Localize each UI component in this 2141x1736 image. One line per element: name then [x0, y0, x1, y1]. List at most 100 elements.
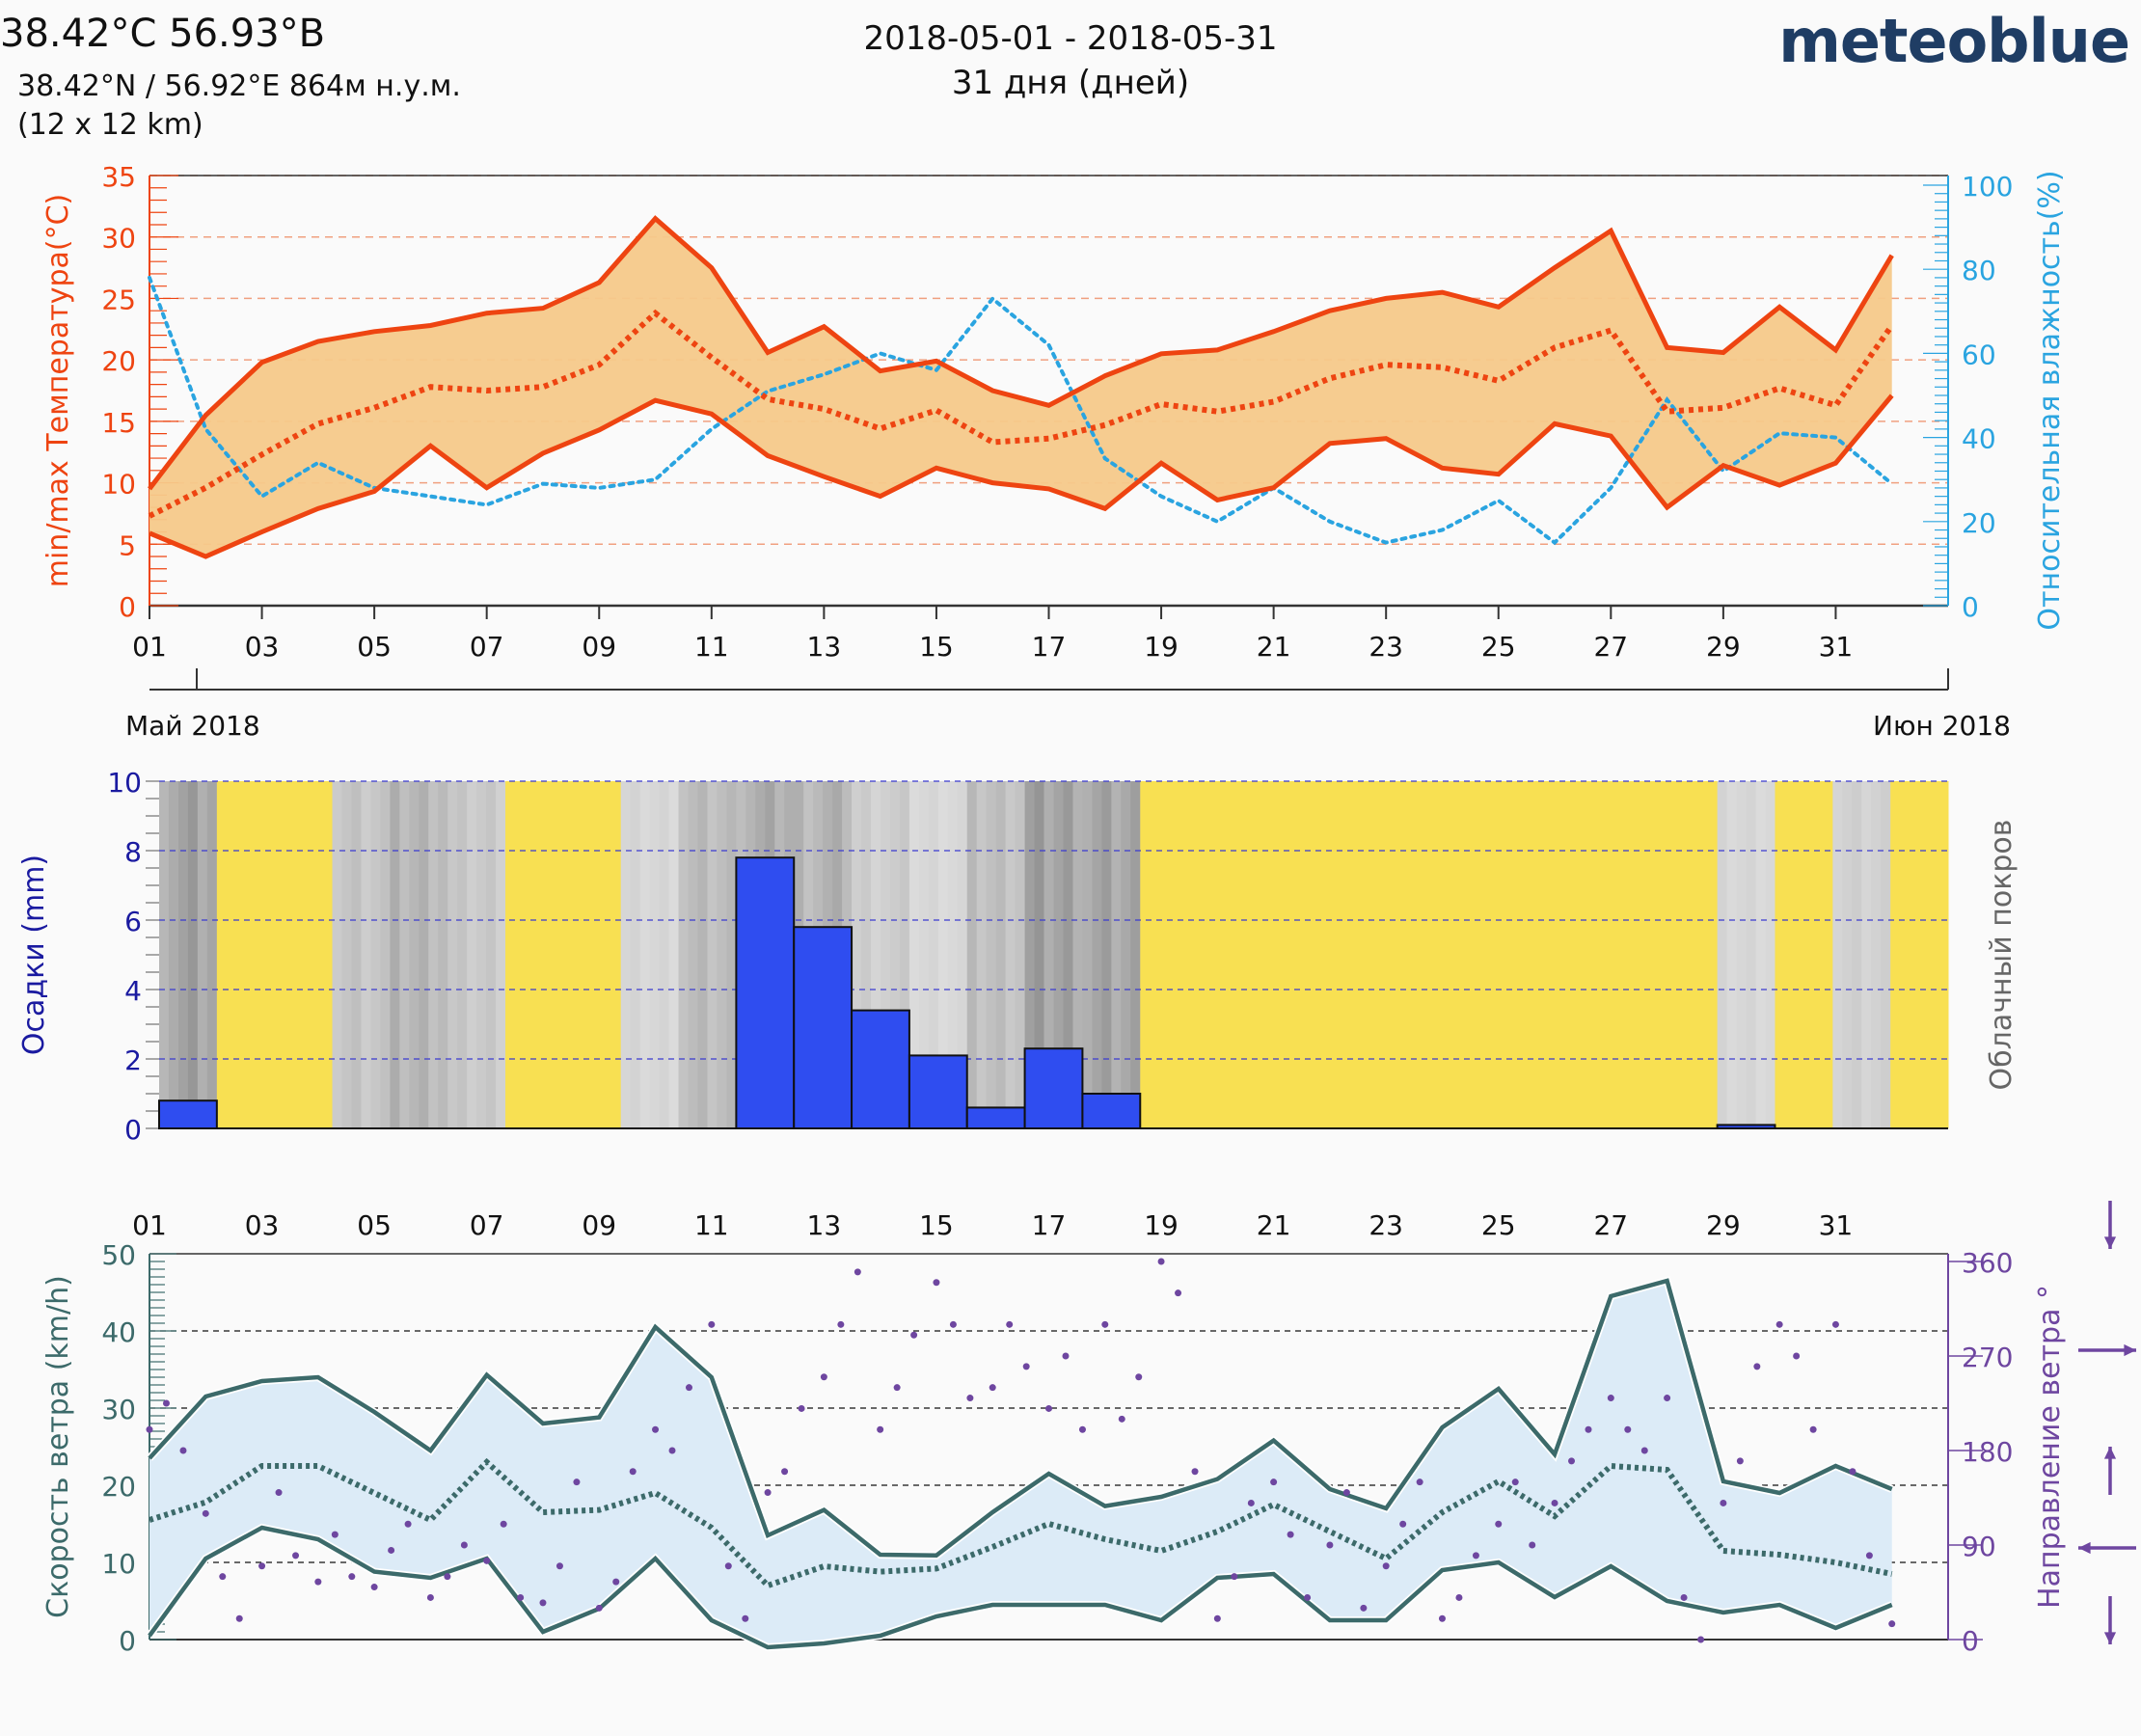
cloud-cover-stripe	[159, 781, 170, 1128]
temp-x-tick-label: 09	[582, 631, 616, 663]
cloud-cover-stripe	[668, 781, 680, 1128]
temp-x-tick-label: 03	[245, 631, 280, 663]
cloud-cover-stripe	[1419, 781, 1429, 1128]
month-label-start: Май 2018	[125, 710, 260, 742]
cloud-cover-stripe	[303, 781, 314, 1128]
cloud-cover-stripe	[1053, 781, 1064, 1128]
precip-bar	[851, 1009, 910, 1129]
wind-x-tick-label: 05	[357, 1209, 392, 1241]
wind-direction-point	[1231, 1573, 1238, 1581]
cloud-cover-stripe	[524, 781, 535, 1128]
temp-tick-label: 25	[101, 284, 136, 315]
cloud-cover-stripe	[697, 781, 708, 1128]
temp-x-tick-label: 25	[1481, 631, 1516, 663]
wind-direction-point	[1438, 1614, 1446, 1622]
wind-direction-point	[1191, 1468, 1199, 1476]
wind-direction-point	[1416, 1478, 1423, 1486]
wind-direction-point	[573, 1478, 581, 1486]
cloud-cover-stripe	[1852, 781, 1862, 1128]
arrow-down-icon-head	[2103, 1236, 2117, 1249]
wind-x-tick-label: 11	[694, 1209, 729, 1241]
precip-bar	[793, 926, 854, 1130]
cloud-cover-stripe	[1726, 781, 1738, 1128]
wind-direction-point	[798, 1404, 805, 1412]
cloud-cover-stripe	[264, 781, 276, 1128]
direction-tick-label: 90	[1962, 1531, 1996, 1562]
precip-bar	[965, 1106, 1026, 1130]
meteoblue-logo[interactable]: meteoblue	[1778, 6, 2130, 76]
cloud-cover-stripe	[1245, 781, 1257, 1128]
cloud-cover-stripe	[341, 781, 352, 1128]
direction-tick-label: 180	[1962, 1436, 2013, 1468]
cloud-cover-stripe	[1611, 781, 1622, 1128]
cloud-cover-stripe	[235, 781, 247, 1128]
precip-tick-label: 4	[124, 975, 142, 1007]
wind-direction-point	[1287, 1531, 1294, 1538]
wind-direction-point	[314, 1578, 322, 1586]
wind-direction-point	[1888, 1620, 1896, 1628]
cloud-cover-stripe	[457, 781, 468, 1128]
cloud-cover-stripe	[293, 781, 305, 1128]
cloud-cover-stripe	[1591, 781, 1603, 1128]
wind-direction-point	[949, 1320, 957, 1328]
wind-direction-point	[1175, 1289, 1182, 1297]
wind-direction-point	[1831, 1320, 1839, 1328]
cloud-cover-stripe	[351, 781, 362, 1128]
cloud-cover-stripe	[1842, 781, 1853, 1128]
wind-direction-point	[1360, 1604, 1368, 1612]
cloud-cover-stripe	[995, 781, 1007, 1128]
cloud-cover-stripe	[639, 781, 651, 1128]
cloud-cover-stripe	[1496, 781, 1506, 1128]
cloud-cover-stripe	[1630, 781, 1641, 1128]
cloud-axis-title: Облачный покров	[1985, 820, 2019, 1091]
cloud-cover-stripe	[419, 781, 429, 1128]
wind-direction-point	[1247, 1499, 1255, 1506]
temp-tick-label: 30	[101, 223, 136, 255]
cloud-cover-stripe	[610, 781, 622, 1128]
cloud-cover-stripe	[726, 781, 737, 1128]
wind-direction-point	[837, 1320, 845, 1328]
cloud-cover-stripe	[409, 781, 420, 1128]
wind-direction-point	[1455, 1593, 1463, 1601]
wind-x-tick-label: 17	[1032, 1209, 1067, 1241]
cloud-cover-stripe	[1438, 781, 1449, 1128]
cloud-cover-stripe	[1390, 781, 1401, 1128]
humidity-tick-label: 100	[1962, 171, 2013, 203]
cloud-cover-stripe	[582, 781, 593, 1128]
cloud-cover-stripe	[1351, 781, 1363, 1128]
wind-direction-point	[1213, 1614, 1221, 1622]
cloud-cover-stripe	[1024, 781, 1036, 1128]
cloud-cover-stripe	[1274, 781, 1286, 1128]
wind-tick-label: 10	[101, 1548, 136, 1580]
wind-direction-point	[1736, 1457, 1744, 1465]
cloud-cover-stripe	[1235, 781, 1247, 1128]
cloud-cover-stripe	[1179, 781, 1189, 1128]
cloud-cover-stripe	[880, 781, 891, 1128]
cloud-cover-stripe	[659, 781, 670, 1128]
cloud-cover-stripe	[428, 781, 439, 1128]
cloud-cover-stripe	[197, 781, 208, 1128]
cloud-cover-stripe	[1929, 781, 1939, 1128]
cloud-cover-stripe	[1227, 781, 1237, 1128]
cloud-cover-stripe	[1697, 781, 1709, 1128]
wind-direction-point	[517, 1593, 525, 1601]
wind-direction-point	[388, 1546, 395, 1554]
cloud-cover-stripe	[177, 781, 189, 1128]
wind-direction-point	[1865, 1552, 1873, 1560]
cloud-cover-stripe	[937, 781, 949, 1128]
cloud-cover-stripe	[678, 781, 690, 1128]
cloud-cover-stripe	[447, 781, 458, 1128]
cloud-cover-stripe	[1688, 781, 1699, 1128]
wind-range-band	[149, 1281, 1892, 1647]
cloud-cover-stripe	[630, 781, 641, 1128]
cloud-cover-stripe	[899, 781, 910, 1128]
wind-direction-point	[1607, 1395, 1614, 1402]
direction-tick-label: 0	[1962, 1625, 1979, 1657]
wind-x-tick-label: 09	[582, 1209, 616, 1241]
wind-min-line	[148, 1525, 1893, 1650]
cloud-cover-stripe	[572, 781, 583, 1128]
wind-direction-point	[1809, 1425, 1817, 1433]
cloud-cover-stripe	[1293, 781, 1305, 1128]
cloud-cover-stripe	[1399, 781, 1411, 1128]
cloud-cover-stripe	[1072, 781, 1083, 1128]
